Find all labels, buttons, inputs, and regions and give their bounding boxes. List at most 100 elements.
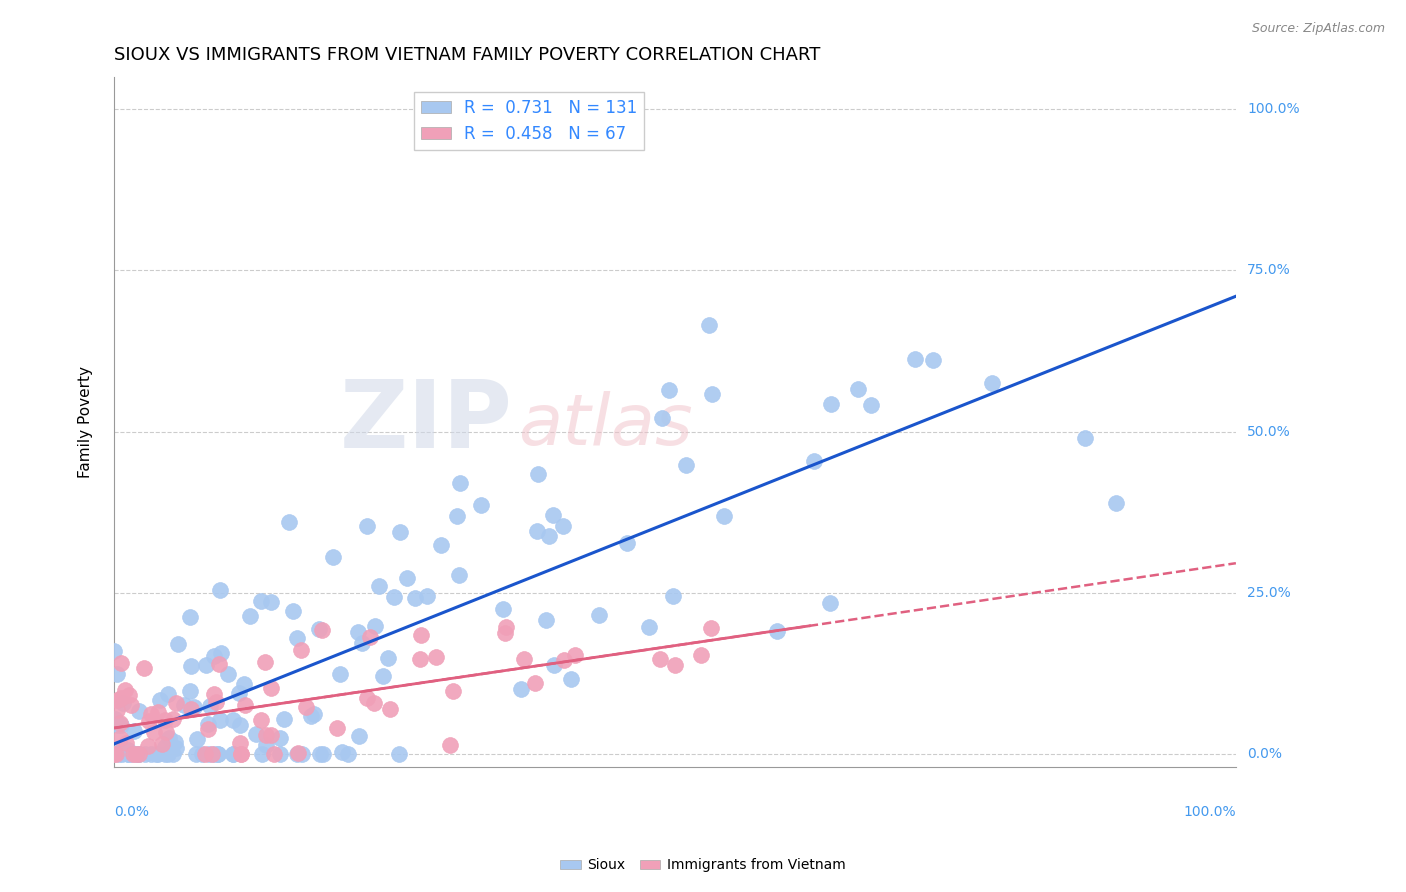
Text: 25.0%: 25.0% [1247, 586, 1291, 600]
Point [117, 747, 139, 762]
Point [108, 744, 131, 758]
Point [105, 704, 128, 718]
Point [368, 579, 391, 593]
Point [534, 614, 557, 628]
Point [198, 747, 221, 762]
Point [543, 508, 565, 522]
Point [250, 713, 273, 727]
Point [299, 709, 322, 723]
Point [132, 661, 155, 675]
Point [136, 739, 159, 753]
Point [260, 728, 283, 742]
Point [389, 524, 412, 539]
Point [377, 651, 399, 665]
Point [269, 747, 291, 762]
Point [231, 747, 253, 762]
Point [229, 736, 252, 750]
Point [904, 351, 927, 366]
Point [664, 657, 686, 672]
Point [818, 596, 841, 610]
Point [337, 747, 360, 762]
Point [543, 657, 565, 672]
Point [145, 747, 167, 762]
Text: Source: ZipAtlas.com: Source: ZipAtlas.com [1251, 22, 1385, 36]
Point [588, 607, 610, 622]
Point [128, 705, 150, 719]
Point [180, 659, 202, 673]
Point [162, 747, 184, 762]
Point [165, 741, 187, 756]
Point [104, 712, 127, 726]
Point [564, 648, 586, 663]
Point [495, 620, 517, 634]
Point [260, 681, 283, 695]
Point [699, 318, 721, 333]
Point [1073, 431, 1095, 445]
Text: ZIP: ZIP [339, 376, 512, 468]
Point [139, 747, 162, 762]
Point [184, 747, 207, 762]
Point [207, 747, 229, 762]
Point [675, 458, 697, 472]
Point [846, 382, 869, 396]
Point [409, 652, 432, 666]
Point [658, 384, 681, 398]
Point [329, 666, 352, 681]
Point [150, 737, 173, 751]
Point [273, 712, 295, 726]
Point [155, 725, 177, 739]
Point [197, 722, 219, 736]
Point [287, 746, 309, 760]
Point [860, 398, 883, 412]
Point [105, 692, 128, 706]
Point [148, 705, 170, 719]
Point [409, 628, 432, 642]
Point [118, 688, 141, 702]
Point [125, 747, 148, 762]
Point [253, 655, 276, 669]
Point [553, 653, 575, 667]
Point [229, 718, 252, 732]
Text: SIOUX VS IMMIGRANTS FROM VIETNAM FAMILY POVERTY CORRELATION CHART: SIOUX VS IMMIGRANTS FROM VIETNAM FAMILY … [114, 46, 821, 64]
Point [263, 747, 285, 762]
Point [120, 698, 142, 712]
Point [208, 657, 231, 671]
Point [163, 734, 186, 748]
Point [110, 718, 132, 732]
Point [638, 619, 661, 633]
Point [382, 591, 405, 605]
Point [229, 747, 252, 762]
Point [416, 589, 439, 603]
Point [803, 454, 825, 468]
Point [233, 677, 256, 691]
Point [363, 696, 385, 710]
Point [378, 702, 401, 716]
Point [111, 747, 134, 762]
Point [139, 707, 162, 722]
Point [142, 725, 165, 739]
Point [302, 707, 325, 722]
Point [111, 696, 134, 710]
Point [439, 738, 461, 752]
Point [283, 604, 305, 618]
Point [179, 684, 201, 698]
Point [228, 686, 250, 700]
Point [254, 738, 277, 752]
Text: 75.0%: 75.0% [1247, 263, 1291, 277]
Point [128, 747, 150, 762]
Point [179, 609, 201, 624]
Point [162, 712, 184, 726]
Point [278, 515, 301, 529]
Point [222, 747, 245, 762]
Text: 0.0%: 0.0% [1247, 747, 1282, 762]
Point [207, 747, 229, 762]
Point [110, 690, 132, 705]
Point [103, 643, 125, 657]
Point [108, 715, 131, 730]
Point [290, 642, 312, 657]
Point [205, 695, 228, 709]
Point [254, 728, 277, 742]
Point [155, 740, 177, 755]
Point [311, 623, 333, 637]
Point [117, 743, 139, 757]
